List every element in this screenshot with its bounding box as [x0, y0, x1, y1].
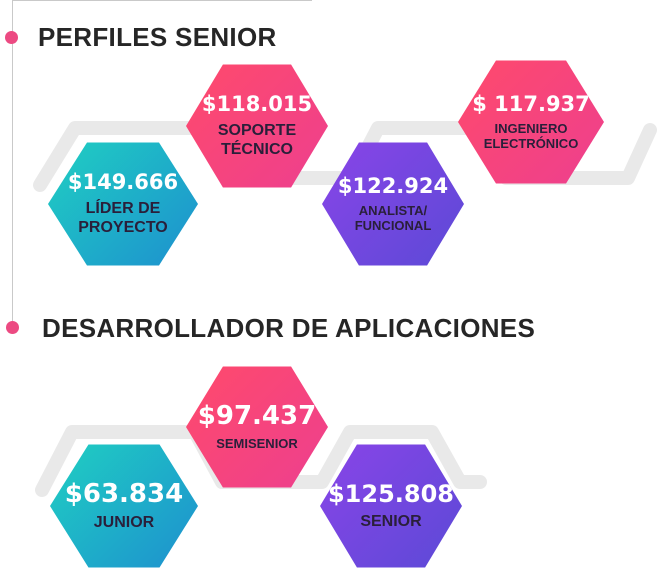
salary-label: INGENIERO ELECTRÓNICO — [483, 120, 579, 151]
top-rule — [12, 0, 312, 1]
salary-amount: $149.666 — [67, 170, 179, 195]
salary-amount: $97.437 — [197, 401, 317, 432]
salary-label: ANALISTA/ FUNCIONAL — [354, 202, 432, 233]
section-title-senior: PERFILES SENIOR — [38, 22, 277, 52]
salary-amount: $ 117.937 — [472, 91, 590, 116]
salary-label: SOPORTE TÉCNICO — [217, 122, 297, 158]
section-bullet — [5, 31, 18, 44]
section-bullet — [6, 321, 19, 334]
salary-amount: $125.808 — [327, 479, 454, 508]
salary-label: SENIOR — [360, 513, 422, 530]
salary-amount: $63.834 — [64, 478, 184, 509]
salary-amount: $118.015 — [201, 92, 313, 117]
salary-label: LÍDER DE PROYECTO — [78, 200, 168, 236]
salary-amount: $122.924 — [337, 173, 449, 198]
section-title-desarrollador: DESARROLLADOR DE APLICACIONES — [42, 313, 536, 343]
timeline-line — [12, 0, 13, 330]
salary-label: JUNIOR — [93, 514, 155, 532]
salary-label: SEMISENIOR — [216, 435, 298, 451]
